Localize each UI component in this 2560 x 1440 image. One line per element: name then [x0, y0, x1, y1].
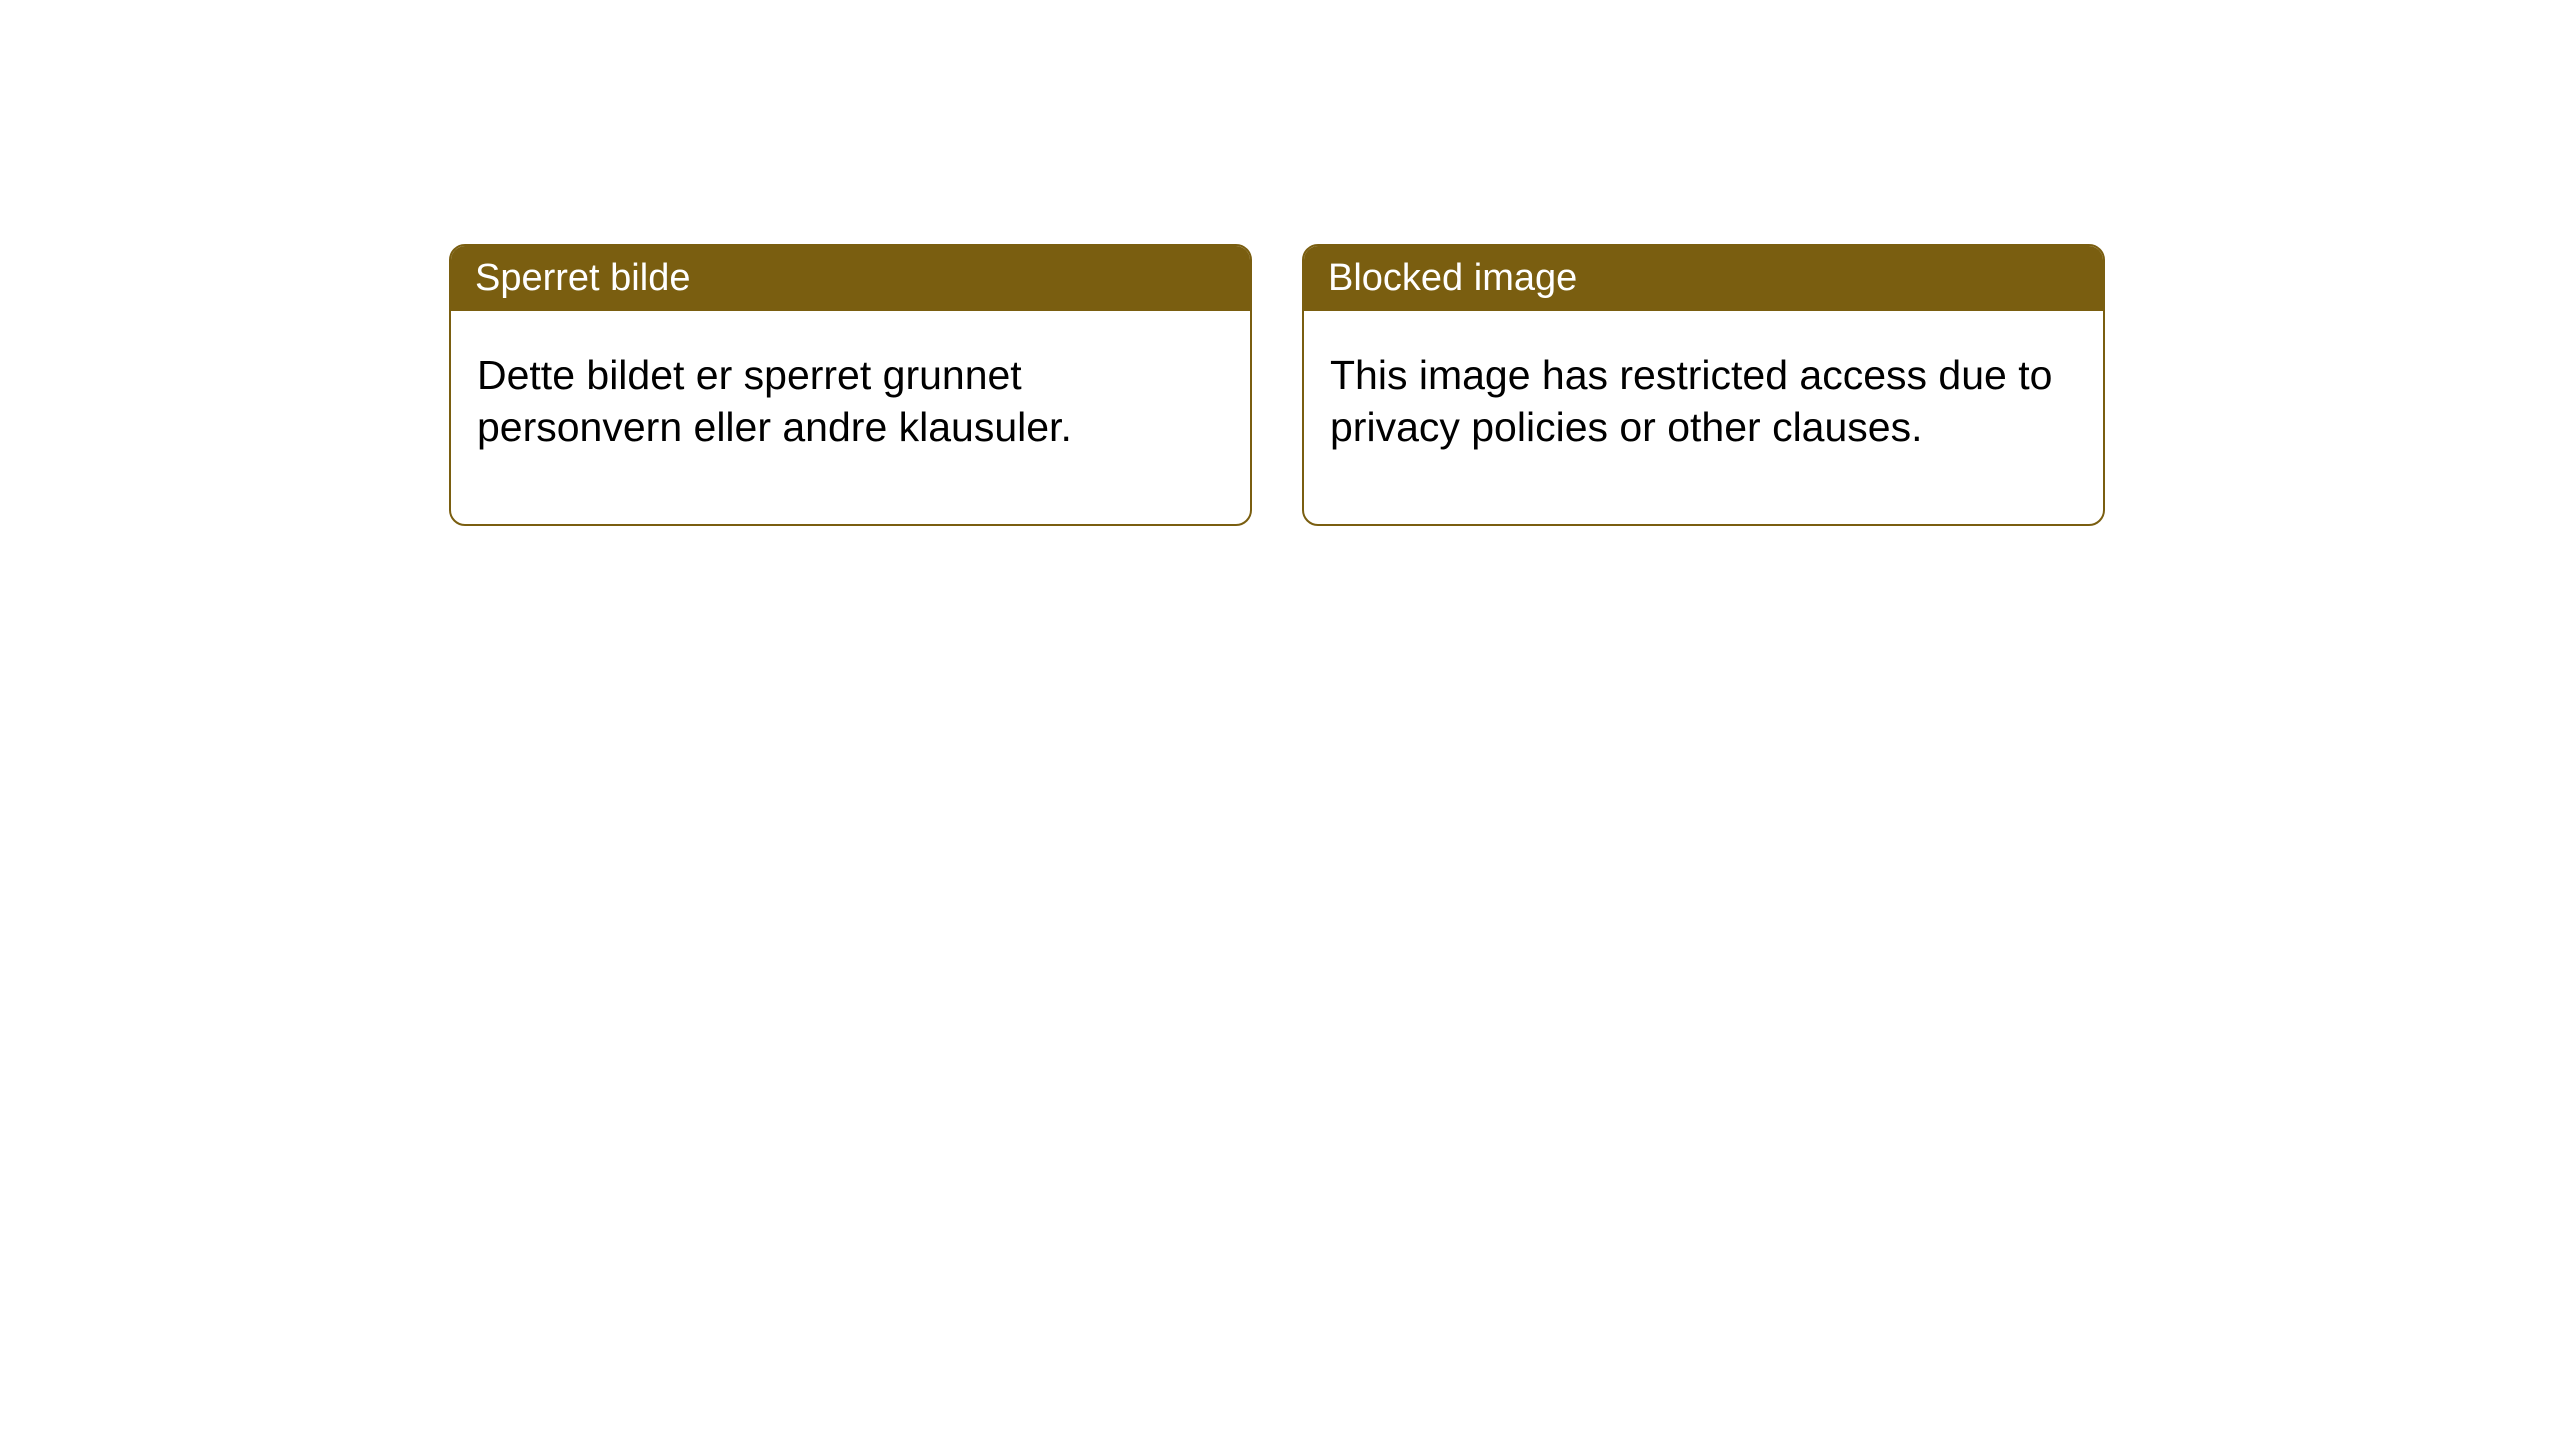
notice-card-english: Blocked image This image has restricted … [1302, 244, 2105, 526]
notice-header: Sperret bilde [451, 246, 1250, 311]
notice-title: Sperret bilde [475, 257, 690, 299]
notice-body: This image has restricted access due to … [1304, 311, 2103, 524]
notice-container: Sperret bilde Dette bildet er sperret gr… [449, 244, 2560, 526]
notice-body-text: This image has restricted access due to … [1330, 352, 2052, 450]
notice-body-text: Dette bildet er sperret grunnet personve… [477, 352, 1072, 450]
notice-body: Dette bildet er sperret grunnet personve… [451, 311, 1250, 524]
notice-header: Blocked image [1304, 246, 2103, 311]
notice-title: Blocked image [1328, 257, 1577, 299]
notice-card-norwegian: Sperret bilde Dette bildet er sperret gr… [449, 244, 1252, 526]
